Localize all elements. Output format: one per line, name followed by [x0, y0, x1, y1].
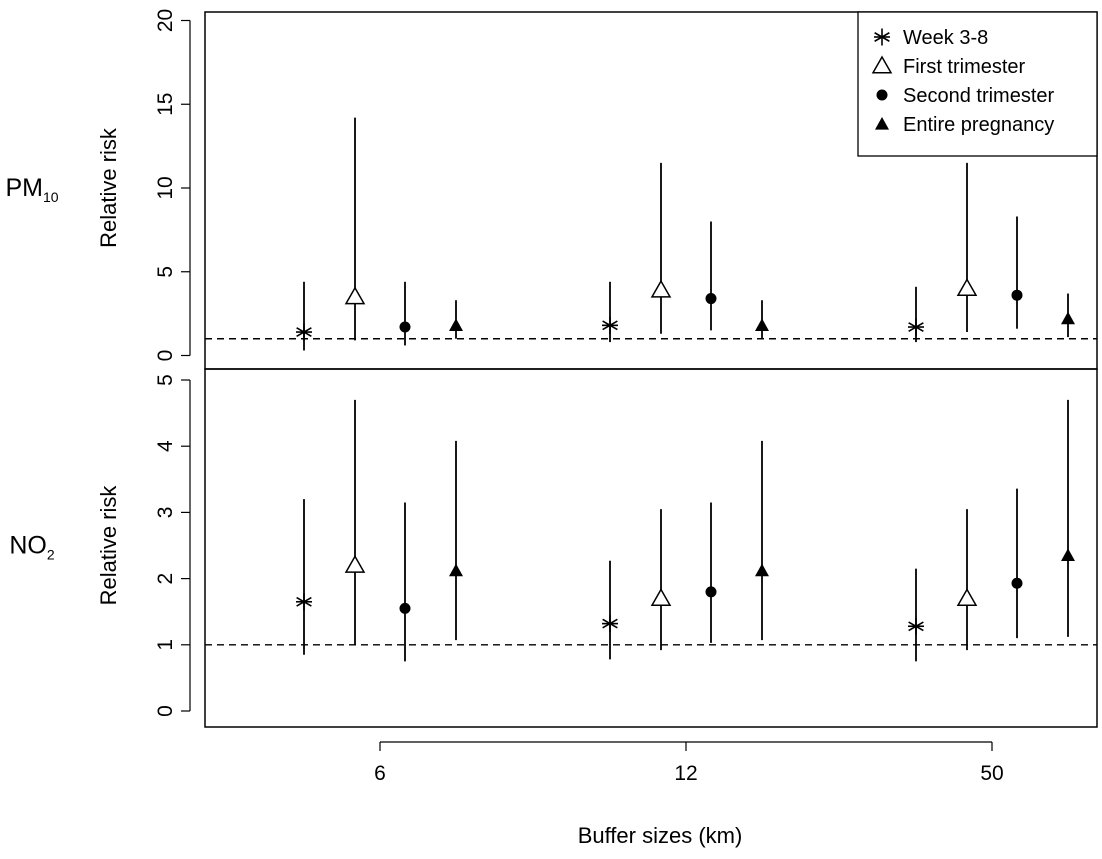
legend-marker-shape — [876, 89, 888, 101]
point-marker-shape — [705, 293, 717, 305]
point-marker-shape — [399, 321, 411, 333]
point-marker — [1061, 548, 1075, 562]
y-tick-label: 0 — [154, 705, 177, 717]
point-marker-shape — [1061, 311, 1075, 325]
pollutant-subscript: 10 — [43, 189, 59, 205]
point-marker — [705, 293, 717, 305]
legend-label: Entire pregnancy — [903, 114, 1054, 136]
point-marker — [399, 602, 411, 614]
x-tick-label: 50 — [980, 762, 1003, 785]
point-marker — [344, 286, 366, 305]
point-marker-shape — [1011, 289, 1023, 301]
x-tick-label: 12 — [674, 762, 697, 785]
legend: Week 3-8 First trimester Second trimester E… — [857, 11, 1098, 157]
point-marker — [449, 318, 463, 331]
y-tick-label: 10 — [154, 176, 177, 199]
panel-1-marks — [296, 399, 1075, 662]
point-marker — [1061, 311, 1075, 325]
legend-marker — [874, 28, 890, 46]
legend-label: Second trimester — [903, 85, 1055, 107]
y-tick-label: 4 — [154, 440, 177, 452]
x-axis-title: Buffer sizes (km) — [578, 823, 743, 848]
point-marker — [296, 593, 312, 611]
point-marker-shape — [755, 563, 769, 577]
point-marker — [399, 321, 411, 333]
point-marker-shape — [705, 586, 717, 598]
point-marker-shape — [956, 277, 978, 296]
y-tick-label: 20 — [154, 9, 177, 32]
point-marker — [956, 277, 978, 296]
point-marker-shape — [1011, 577, 1023, 589]
legend-marker — [876, 89, 888, 101]
pollutant-subscript: 2 — [47, 547, 55, 563]
point-marker — [956, 587, 978, 606]
panel-frame — [204, 368, 1098, 728]
chart-marks — [296, 117, 1075, 662]
point-marker — [908, 617, 924, 635]
y-tick-label: 2 — [154, 573, 177, 585]
point-marker — [705, 586, 717, 598]
y-tick-label: 15 — [154, 93, 177, 116]
y-tick-label: 5 — [154, 266, 177, 278]
x-tick-label: 6 — [374, 762, 386, 785]
point-marker — [650, 279, 672, 298]
legend-label: Week 3-8 — [903, 27, 988, 49]
pollutant-label: NO2 — [9, 532, 55, 563]
panel-0-marks — [296, 117, 1075, 351]
y-axis-title: Relative risk — [96, 485, 121, 606]
point-marker — [1011, 577, 1023, 589]
legend-marker — [875, 117, 889, 130]
point-marker-shape — [650, 279, 672, 298]
point-marker — [908, 318, 924, 336]
legend-marker — [871, 55, 893, 74]
point-marker-shape — [449, 318, 463, 331]
point-marker — [602, 316, 618, 334]
point-marker-shape — [449, 563, 463, 577]
point-marker-shape — [1061, 548, 1075, 562]
y-tick-label: 1 — [154, 639, 177, 651]
legend-label: First trimester — [903, 56, 1026, 78]
y-tick-label: 0 — [154, 350, 177, 362]
point-marker-shape — [755, 318, 769, 331]
point-marker — [755, 563, 769, 577]
y-tick-label: 5 — [154, 374, 177, 386]
point-marker-shape — [344, 286, 366, 305]
point-marker — [602, 615, 618, 633]
point-marker — [650, 587, 672, 606]
point-marker-shape — [956, 587, 978, 606]
legend-marker-shape — [875, 117, 889, 130]
pollutant-name: NO — [9, 532, 47, 560]
pollutant-name: PM — [5, 174, 43, 202]
legend-box — [857, 11, 1098, 157]
point-marker — [296, 323, 312, 341]
point-marker — [449, 563, 463, 577]
point-marker — [755, 318, 769, 331]
point-marker-shape — [399, 602, 411, 614]
point-marker — [1011, 289, 1023, 301]
y-axis-title: Relative risk — [96, 127, 121, 248]
pollutant-label: PM10 — [5, 174, 58, 205]
legend-marker-shape — [871, 55, 893, 74]
x-axis: 6 12 50 — [374, 741, 1004, 785]
y-tick-label: 3 — [154, 507, 177, 519]
point-marker-shape — [650, 587, 672, 606]
point-marker-shape — [344, 554, 366, 573]
point-marker — [344, 554, 366, 573]
